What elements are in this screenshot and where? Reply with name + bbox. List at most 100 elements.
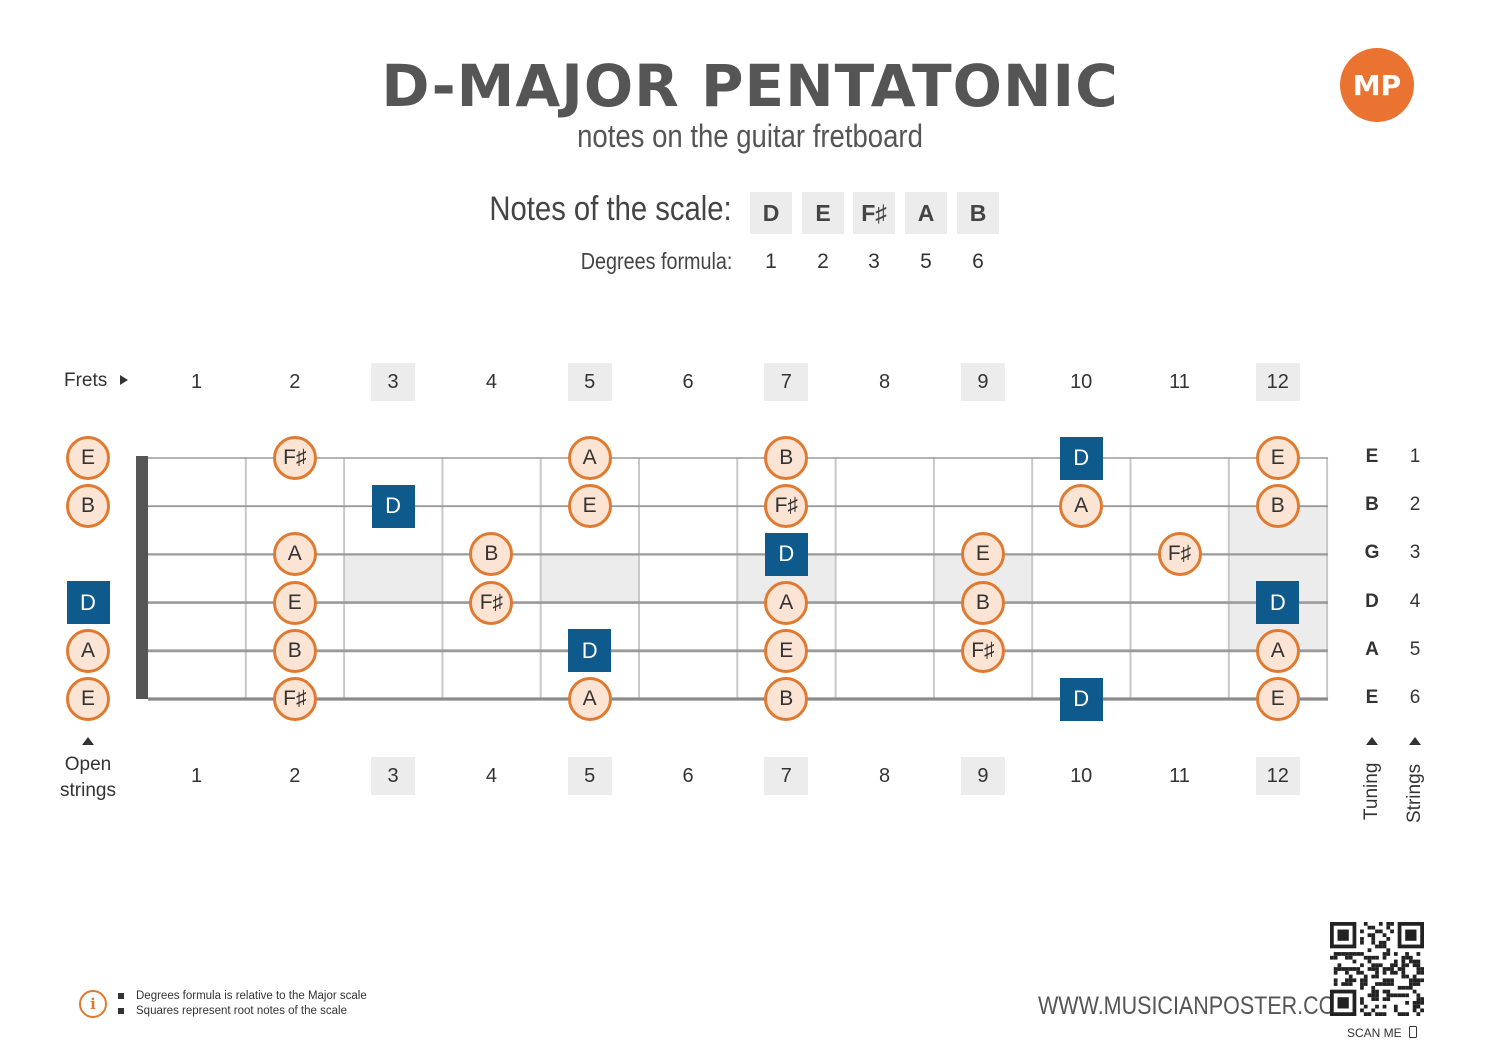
scale-note: A [567, 677, 612, 721]
fret-number-top-9: 9 [960, 363, 1005, 401]
frets-label-text: Frets [64, 370, 108, 391]
bullet-icon [118, 1007, 124, 1014]
fret-number-top-3: 3 [371, 363, 416, 401]
string-number: 4 [1409, 590, 1421, 612]
strings-arrow-icon [1409, 737, 1421, 745]
scale-note: A [764, 580, 809, 625]
tuning-note: A [1365, 638, 1379, 660]
scale-note: B [764, 436, 809, 480]
scale-note: B [469, 532, 514, 577]
root-note: D [1256, 581, 1300, 625]
scale-note: E [1255, 677, 1300, 721]
tuning-note: G [1364, 542, 1380, 564]
fret-number-top-5: 5 [567, 363, 612, 401]
scan-me-label: SCAN ME [1347, 1026, 1418, 1040]
fret-number-bottom-4: 4 [485, 764, 497, 787]
fret-marker-bg-3 [344, 554, 443, 603]
open-strings-label-line1: Open [64, 754, 112, 775]
footnote-roots: Squares represent root notes of the scal… [118, 1005, 347, 1017]
fret-number-bottom-7: 7 [764, 757, 809, 795]
scale-note: E [960, 532, 1005, 577]
fret-number-bottom-2: 2 [289, 764, 301, 787]
strings-label: Strings [1404, 763, 1425, 823]
fret-number-top-11: 11 [1169, 370, 1190, 393]
open-strings-label: Open strings [48, 752, 128, 804]
footnote-roots-text: Squares represent root notes of the scal… [136, 1005, 347, 1017]
root-note: D [1059, 677, 1103, 721]
string-number: 1 [1409, 446, 1421, 467]
scale-note: F♯ [469, 580, 514, 625]
qr-code-icon[interactable] [1330, 922, 1424, 1016]
scale-note: F♯ [764, 484, 809, 529]
scale-note: B [1255, 484, 1300, 529]
strings [148, 457, 1328, 701]
scale-note-box: A [905, 192, 947, 234]
open-note: A [66, 628, 110, 673]
scan-me-text: SCAN ME [1347, 1026, 1402, 1040]
fret-number-bottom-8: 8 [879, 764, 891, 787]
root-note: D [371, 484, 415, 528]
notes-of-scale-label: Notes of the scale: [489, 190, 732, 228]
scale-note-box: B [957, 192, 999, 234]
string-number: 3 [1409, 542, 1421, 564]
scale-note: F♯ [272, 677, 317, 721]
scale-note: B [764, 677, 809, 721]
open-strings-arrow-icon [82, 737, 94, 745]
fret-number-top-1: 1 [190, 370, 203, 393]
scale-note: B [960, 580, 1005, 625]
fret-marker-bg-5 [540, 554, 639, 603]
string-number: 6 [1409, 687, 1421, 708]
scale-degree: 3 [868, 250, 880, 273]
root-note: D [764, 532, 808, 576]
scale-note-box: F♯ [853, 192, 895, 234]
scale-note: A [1059, 484, 1104, 529]
fret-number-bottom-5: 5 [567, 757, 612, 795]
open-strings-label-line2: strings [60, 780, 116, 801]
scale-note: F♯ [960, 628, 1005, 673]
open-note: E [66, 436, 110, 480]
scale-note-box: E [802, 192, 844, 234]
scale-note: A [272, 532, 317, 577]
fret-number-bottom-11: 11 [1169, 764, 1190, 787]
scale-note: A [1255, 628, 1300, 673]
tuning-note: E [1365, 446, 1379, 467]
tuning-note: B [1365, 494, 1379, 516]
fret-number-top-12: 12 [1255, 363, 1300, 401]
scale-note: E [764, 628, 809, 673]
fret-number-top-7: 7 [764, 363, 809, 401]
nut [136, 456, 148, 699]
scale-note: B [272, 628, 317, 673]
scale-note-box: D [750, 192, 792, 234]
scale-note: F♯ [1157, 532, 1202, 577]
fret-number-top-4: 4 [485, 370, 497, 393]
triangle-right-icon [119, 375, 128, 385]
scale-note: E [272, 580, 317, 625]
fret-number-bottom-12: 12 [1255, 757, 1300, 795]
phone-icon [1409, 1026, 1418, 1038]
website-link[interactable]: WWW.MUSICIANPOSTER.COM [1038, 992, 1354, 1020]
open-note: B [66, 484, 110, 529]
degrees-formula-label: Degrees formula: [580, 248, 732, 274]
scale-note: E [567, 484, 612, 529]
root-note: D [1059, 436, 1103, 480]
fret-number-bottom-3: 3 [371, 757, 416, 795]
scale-degree: 2 [817, 250, 829, 273]
open-root-note: D [66, 581, 110, 625]
fret-number-top-2: 2 [289, 370, 301, 393]
bullet-icon [118, 992, 124, 999]
root-note: D [568, 629, 612, 673]
footnote-degrees-text: Degrees formula is relative to the Major… [136, 990, 367, 1002]
info-icon: i [79, 990, 107, 1018]
tuning-note: D [1365, 590, 1379, 612]
scale-degree: 1 [765, 250, 777, 273]
scale-note: E [1255, 436, 1300, 480]
fret-number-bottom-1: 1 [190, 764, 203, 787]
fret-number-bottom-10: 10 [1070, 764, 1093, 787]
scale-note: A [567, 436, 612, 480]
musicianposter-logo-icon: MP [1340, 48, 1414, 122]
fret-number-bottom-9: 9 [960, 757, 1005, 795]
fret-marker-bg-12 [1228, 506, 1328, 651]
tuning-label: Tuning [1361, 762, 1382, 820]
fret-number-top-6: 6 [682, 370, 694, 393]
